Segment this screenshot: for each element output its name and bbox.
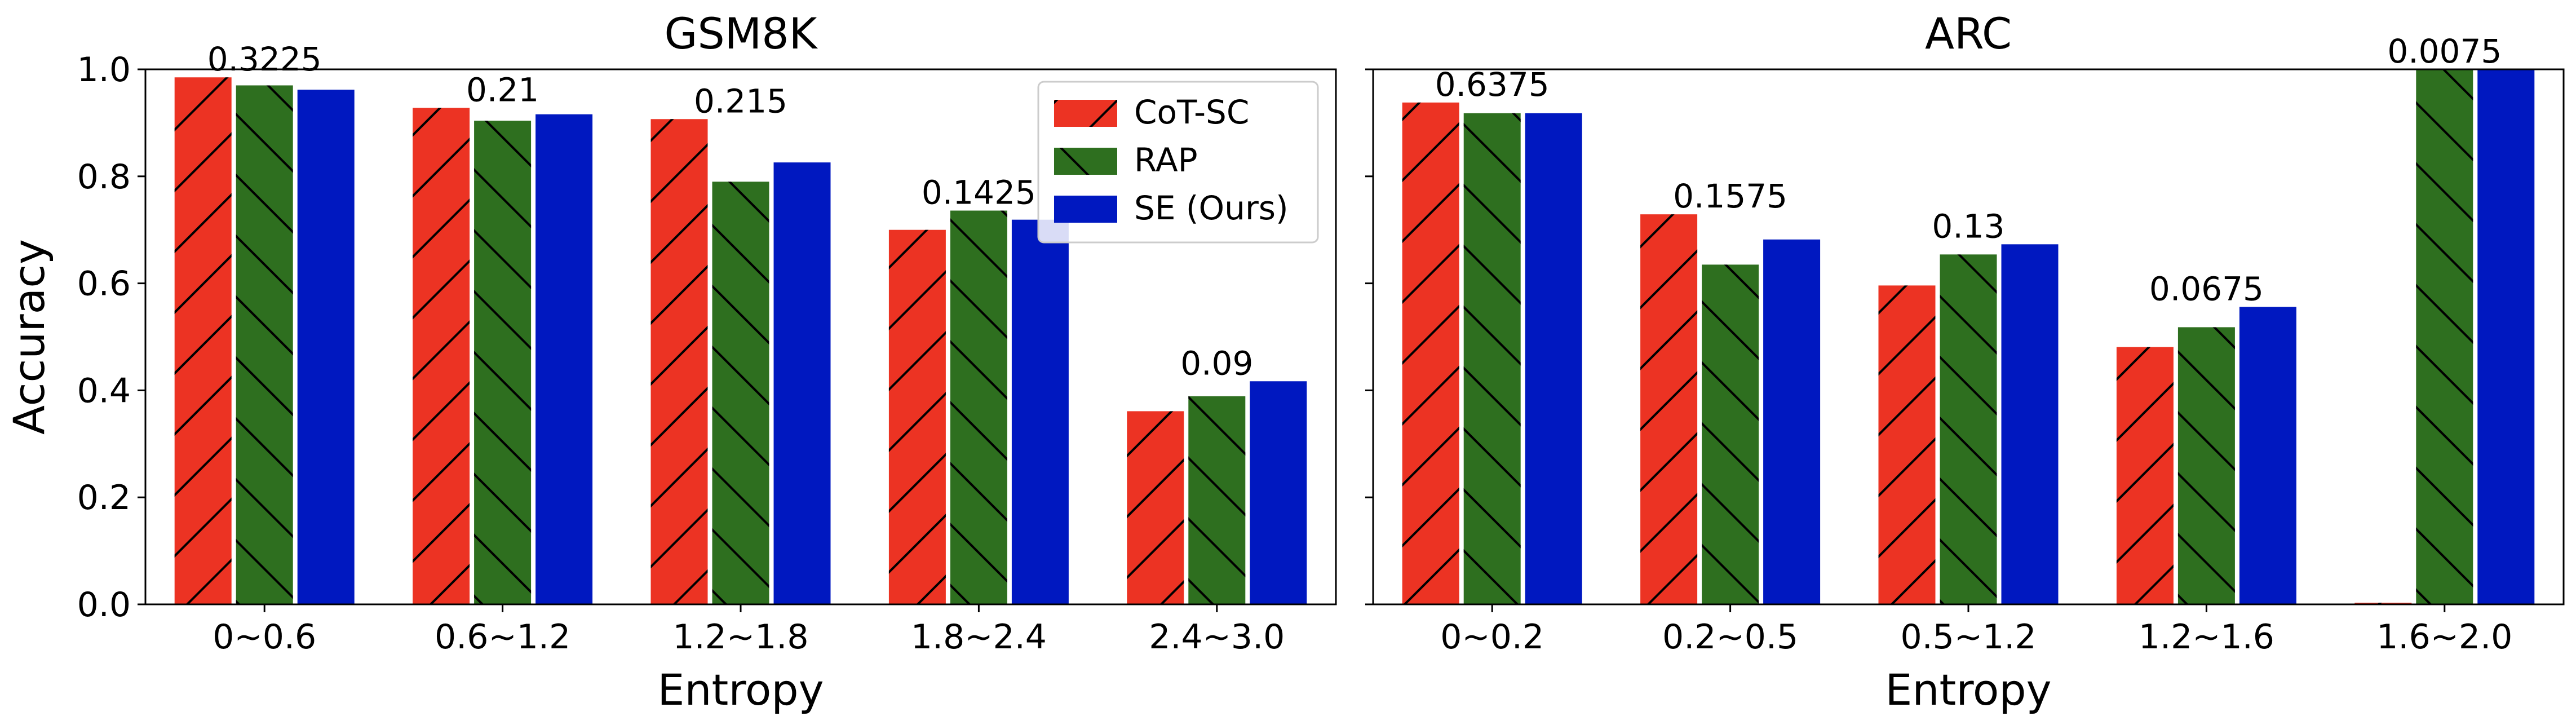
y-tick-label: 0.6 <box>77 264 131 304</box>
bar-group-label: 0.0675 <box>2149 269 2264 308</box>
bar-hatch <box>1702 264 1759 604</box>
x-tick-label: 0.6~1.2 <box>435 617 570 657</box>
bar-group-label: 0.0075 <box>2387 32 2502 70</box>
bar <box>1250 381 1307 604</box>
bar-hatch <box>650 119 708 604</box>
legend-label: RAP <box>1134 141 1198 179</box>
x-tick-label: 0~0.2 <box>1440 617 1544 657</box>
x-tick-label: 0.5~1.2 <box>1900 617 2036 657</box>
bar-hatch <box>1640 214 1698 605</box>
bar-hatch <box>2416 69 2473 604</box>
bar-group-label: 0.6375 <box>1435 65 1550 104</box>
x-tick-label: 2.4~3.0 <box>1149 617 1285 657</box>
legend-label: SE (Ours) <box>1134 189 1289 227</box>
bar-hatch <box>1878 285 1936 604</box>
chart-title: ARC <box>1925 8 2012 59</box>
bar <box>1763 239 1821 605</box>
bar <box>2477 69 2535 604</box>
bar <box>2239 307 2296 604</box>
legend-swatch <box>1054 196 1117 223</box>
y-tick-label: 0.4 <box>77 371 131 410</box>
bar-group-label: 0.1425 <box>922 174 1036 212</box>
x-tick-label: 1.6~2.0 <box>2376 617 2512 657</box>
legend: CoT-SC RAP SE (Ours) <box>1037 81 1319 244</box>
bar-hatch <box>1940 254 1997 604</box>
bar-hatch <box>1127 411 1184 604</box>
legend-swatch-hatch <box>1054 148 1117 175</box>
chart-panel-1: GSM8K 0.3225 0~0.6 0.21 0.6~1.2 0.215 1.2~1.8 0… <box>4 8 1337 715</box>
bar-group-label: 0.1575 <box>1673 177 1787 215</box>
bar <box>773 162 831 605</box>
x-tick-label: 0.2~0.5 <box>1662 617 1798 657</box>
y-tick-label: 1.0 <box>77 50 131 90</box>
bar <box>2001 244 2059 604</box>
plot-frame <box>1372 68 2565 605</box>
x-axis-label: Entropy <box>657 665 824 715</box>
y-tick-label: 0.8 <box>77 157 131 197</box>
bar-group-label: 0.09 <box>1180 344 1253 382</box>
bar-hatch <box>236 85 293 605</box>
bar <box>297 90 355 604</box>
bar <box>1011 219 1069 604</box>
x-tick-label: 1.2~1.8 <box>672 617 808 657</box>
chart-title: GSM8K <box>665 8 818 59</box>
bar-hatch <box>888 229 946 604</box>
x-tick-label: 0~0.6 <box>213 617 316 657</box>
bar <box>1525 113 1582 604</box>
legend-swatch-hatch <box>1054 100 1117 127</box>
y-axis-label: Accuracy <box>4 239 54 435</box>
bar-hatch <box>1188 396 1246 604</box>
bar-hatch <box>712 182 769 604</box>
x-tick-label: 1.8~2.4 <box>911 617 1047 657</box>
y-tick-label: 0.0 <box>77 585 131 625</box>
plot-frame <box>144 68 1337 605</box>
y-tick-label: 0.2 <box>77 478 131 518</box>
bar-hatch <box>2116 347 2174 604</box>
bar-hatch <box>2177 327 2235 604</box>
bar-group-label: 0.3225 <box>207 40 322 78</box>
bar-group-label: 0.21 <box>466 70 539 109</box>
bar-hatch <box>1402 102 1459 604</box>
bar-group-label: 0.13 <box>1932 207 2004 245</box>
bar-group-label: 0.215 <box>694 82 787 120</box>
bar <box>535 114 593 604</box>
x-tick-label: 1.2~1.6 <box>2139 617 2274 657</box>
bar-hatch <box>413 108 470 604</box>
chart-panel-2: ARC 0.6375 0~0.2 0.1575 0.2~0.5 0.13 0.5~1.2 0.… <box>1365 8 2565 715</box>
legend-label: CoT-SC <box>1134 93 1249 131</box>
bar-hatch <box>950 210 1007 604</box>
bar-hatch <box>474 121 532 604</box>
x-axis-label: Entropy <box>1885 665 2051 715</box>
bar-hatch <box>174 77 232 605</box>
bar-hatch <box>1463 113 1521 604</box>
